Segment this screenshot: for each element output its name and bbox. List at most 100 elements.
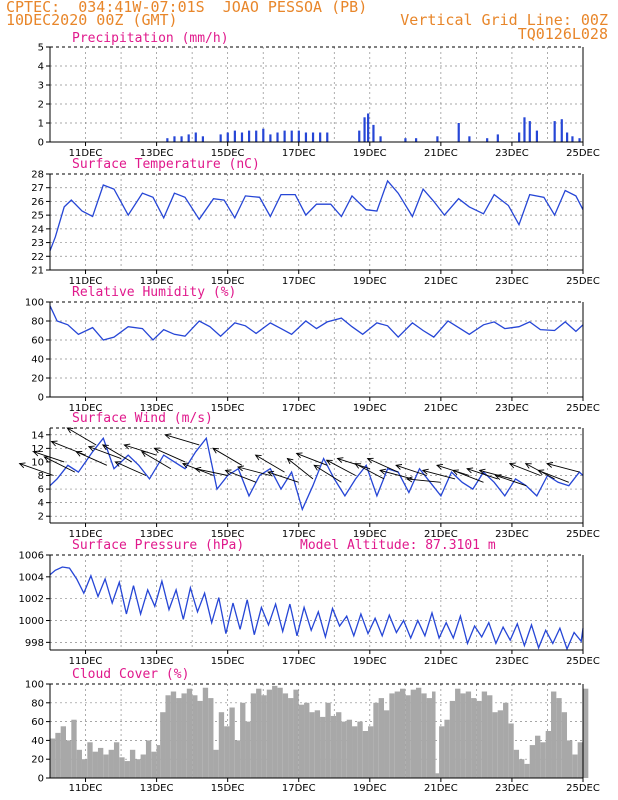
pres-xtick-label: 13DEC	[140, 656, 174, 667]
wind-arrow	[479, 469, 513, 480]
cloud-bar	[336, 712, 342, 778]
precip-title: Precipitation (mm/h)	[72, 31, 229, 46]
cloud-bar	[572, 754, 578, 778]
wind-arrow	[115, 461, 147, 476]
cloud-bar	[181, 693, 187, 778]
cloud-bar	[50, 738, 56, 778]
rh-xtick-label: 11DEC	[69, 403, 103, 414]
cloud-xtick-label: 23DEC	[495, 783, 529, 794]
wind-arrow	[212, 447, 243, 466]
cloud-bar	[405, 695, 411, 778]
rh-xtick-label: 17DEC	[282, 403, 316, 414]
cloud-bar	[426, 698, 432, 778]
precip-xtick-label: 13DEC	[140, 148, 174, 159]
cloud-bar	[165, 695, 171, 778]
wind-arrow-head	[43, 456, 51, 462]
cloud-bar	[293, 689, 299, 778]
wind-arrow-head	[164, 433, 172, 440]
precip-ytick-label: 3	[38, 81, 44, 92]
wind-arrow-head	[379, 468, 387, 475]
precip-bar	[226, 132, 229, 142]
precip-bar	[233, 130, 236, 142]
cloud-bar	[250, 693, 257, 778]
cloud-bar	[234, 740, 241, 778]
precip-bar	[247, 130, 251, 142]
wind-arrow-head	[451, 469, 459, 476]
cloud-bar	[55, 732, 61, 778]
cloud-bar	[583, 688, 589, 778]
temp-xtick-label: 23DEC	[495, 276, 529, 287]
precip-bar	[276, 132, 279, 142]
precip-xtick-label: 25DEC	[566, 148, 600, 159]
cloud-bar	[282, 693, 289, 778]
wind-xtick-label: 15DEC	[211, 529, 245, 540]
cloud-bar	[213, 749, 219, 778]
cloud-bar	[567, 740, 573, 778]
wind-arrow-head	[336, 457, 344, 463]
precip-bar	[166, 138, 169, 142]
wind-arrow-head	[212, 447, 220, 454]
cloud-bar	[487, 695, 493, 778]
precip-xtick-label: 19DEC	[353, 148, 387, 159]
cloud-bar	[508, 723, 514, 778]
precip-bar	[486, 138, 489, 142]
cloud-bar	[368, 726, 374, 778]
cloud-bar	[119, 757, 125, 778]
cloud-xtick-label: 17DEC	[282, 783, 316, 794]
wind-arrow	[367, 458, 399, 473]
wind-ytick-label: 2	[38, 512, 44, 523]
cloud-bar	[431, 691, 436, 778]
wind-arrow	[547, 463, 580, 473]
wind-arrow-head	[508, 462, 516, 469]
wind-arrow-head	[194, 466, 202, 473]
wind-arrow-head	[181, 462, 189, 469]
wind-arrow-head	[395, 464, 403, 470]
wind-ytick-label: 12	[31, 444, 44, 455]
wind-xtick-label: 21DEC	[424, 529, 458, 540]
wind-arrow	[154, 447, 186, 463]
cloud-bar	[503, 702, 509, 778]
wind-arrow-head	[75, 451, 83, 457]
precip-bar	[201, 136, 204, 142]
wind-arrow	[237, 466, 271, 476]
cloud-bar	[535, 735, 541, 778]
wind-xtick-label: 25DEC	[566, 529, 600, 540]
cloud-bar	[465, 691, 472, 778]
wind-arrow-head	[537, 469, 545, 476]
cloud-bar	[410, 689, 416, 778]
wind-arrow-head	[153, 447, 161, 454]
cloud-bar	[229, 707, 235, 778]
cloud-bar	[400, 688, 406, 778]
cloud-bar	[439, 726, 445, 778]
cloud-bar	[103, 754, 109, 778]
cloud-bar	[497, 710, 504, 778]
precip-bar	[304, 132, 308, 142]
wind-ytick-label: 10	[31, 457, 44, 468]
wind-arrow-head	[421, 468, 429, 475]
wind-arrow	[287, 458, 314, 480]
rh-xtick-label: 13DEC	[140, 403, 174, 414]
wind-arrow-head	[546, 462, 554, 468]
cloud-bar	[60, 726, 66, 778]
cloud-bar	[76, 749, 82, 778]
wind-arrow	[88, 446, 122, 459]
precip-bar	[560, 119, 563, 142]
cloud-bar	[415, 687, 422, 778]
cloud-bar	[421, 693, 427, 778]
cloud-bar	[394, 691, 401, 778]
wind-arrow-head	[494, 474, 502, 481]
cloud-bar	[124, 761, 130, 778]
temp-xtick-label: 15DEC	[211, 276, 245, 287]
cloud-bar	[108, 749, 114, 778]
cloud-bar	[524, 763, 530, 778]
precip-bar	[518, 132, 521, 142]
temp-ytick-label: 22	[31, 252, 44, 263]
precip-ytick-label: 5	[38, 43, 44, 54]
wind-arrow	[354, 463, 385, 480]
cloud-ytick-label: 80	[31, 698, 44, 709]
precip-xtick-label: 17DEC	[282, 148, 316, 159]
temp-xtick-label: 19DEC	[353, 276, 387, 287]
precip-bar	[187, 134, 190, 142]
wind-arrow	[538, 469, 569, 483]
cloud-bar	[92, 751, 98, 778]
